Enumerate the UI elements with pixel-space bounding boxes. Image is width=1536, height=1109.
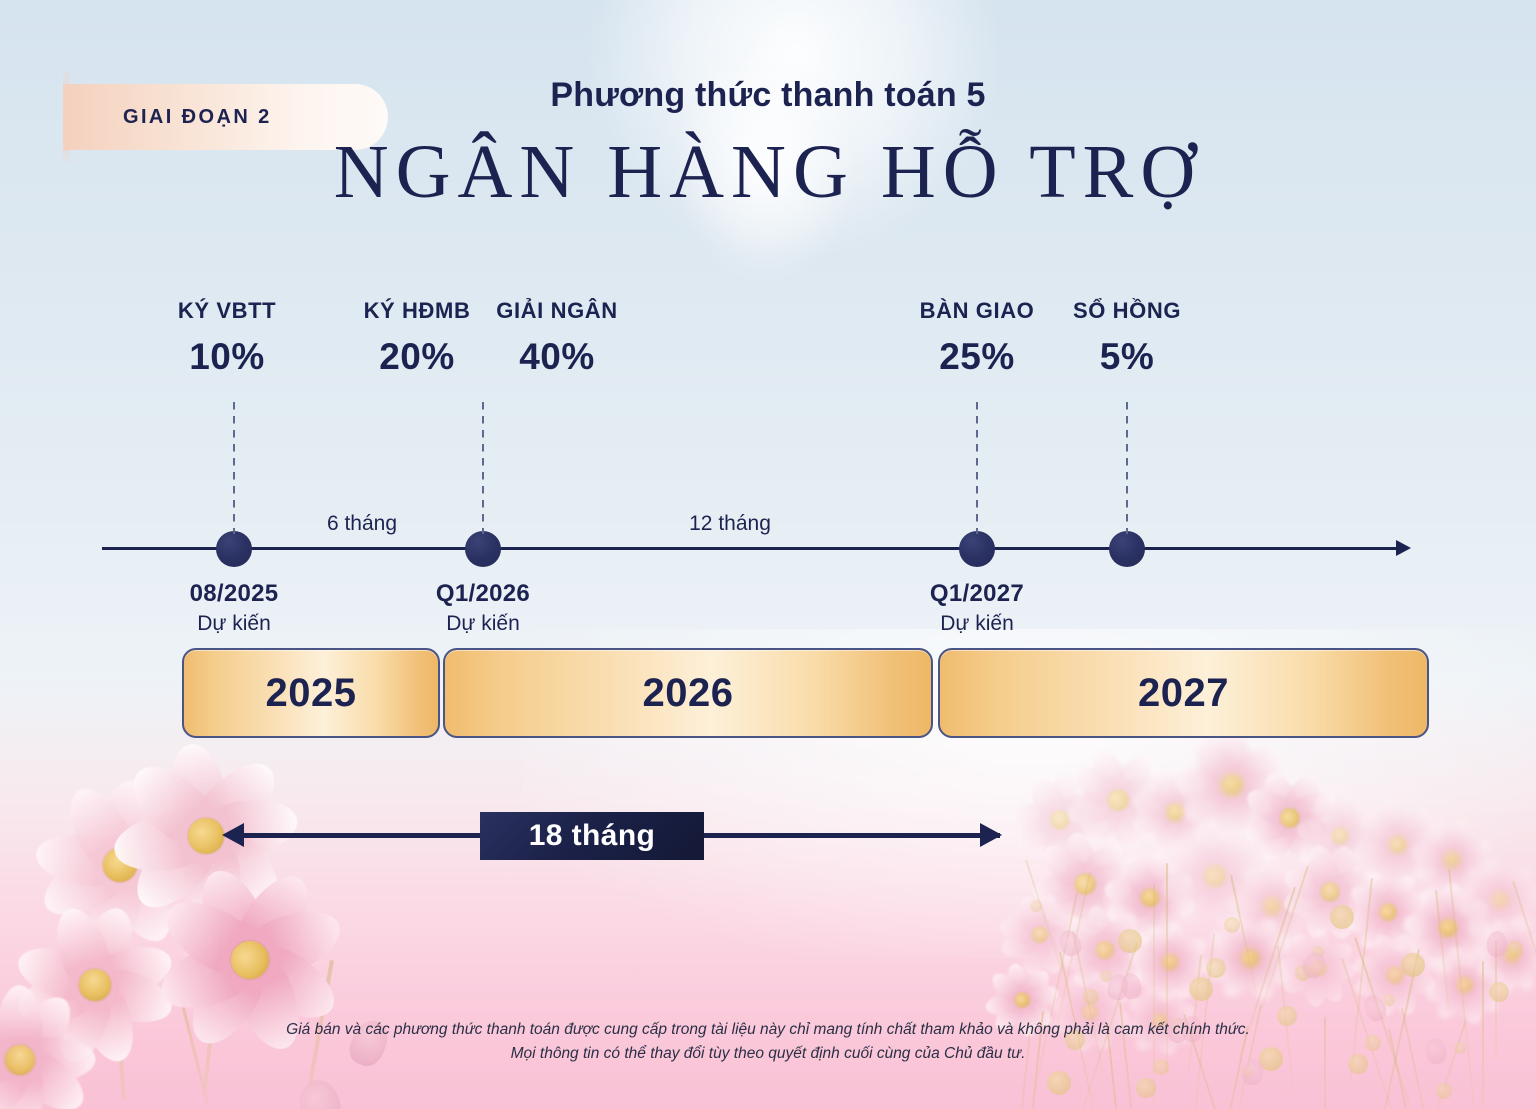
milestone-name: BÀN GIAO [919,298,1035,323]
timeline-arrow-icon [1396,540,1411,556]
milestone-percent: 25% [939,336,1015,377]
phase-badge-label: GIAI ĐOẠN 2 [123,105,272,128]
milestone-percent: 40% [519,336,595,377]
page-title: NGÂN HÀNG HỖ TRỢ [333,130,1203,214]
year-bar-label: 2025 [265,670,357,715]
gap-label-1: 6 tháng [326,512,398,535]
milestone-date-1: 08/2025 Dự kiến [190,580,279,636]
timeline-axis [102,547,1402,550]
timeline-dot-5 [1109,531,1145,567]
milestone-5: SỔ HỒNG 5% [1073,298,1181,378]
milestone-date-note: Dự kiến [197,612,271,635]
background-glow-inner [675,44,856,285]
milestone-2: KÝ HĐMB 20% [364,298,471,378]
milestone-percent: 20% [379,336,455,377]
gap-label-2: 12 tháng [689,512,771,535]
duration-badge-label: 18 tháng [528,819,656,852]
year-bar-label: 2027 [1138,670,1229,715]
milestone-percent: 5% [1099,336,1155,377]
year-bar-2025: 2025 [182,648,440,738]
milestone-3: GIẢI NGÂN 40% [496,298,618,378]
disclaimer-line-1: Giá bán và các phương thức thanh toán đư… [286,1021,1250,1038]
year-bar-2026: 2026 [443,648,933,738]
timeline-dot-4 [959,531,995,567]
duration-arrow-left-icon [222,823,244,847]
milestone-date-value: 08/2025 [189,580,279,607]
milestone-date-2: Q1/2026 Dự kiến [436,580,530,636]
milestone-percent: 10% [189,336,265,377]
milestone-1: KÝ VBTT 10% [178,298,276,378]
milestone-name: KÝ HĐMB [363,298,471,323]
timeline-dot-1 [216,531,252,567]
timeline-connector-4 [976,402,978,534]
duration-arrow-right-icon [980,823,1002,847]
timeline-connector-2 [482,402,484,534]
disclaimer: Giá bán và các phương thức thanh toán đư… [0,1018,1536,1065]
disclaimer-line-2: Mọi thông tin có thể thay đổi tùy theo q… [510,1044,1026,1062]
milestone-date-note: Dự kiến [940,612,1014,635]
milestone-4: BÀN GIAO 25% [920,298,1035,378]
year-bar-2027: 2027 [938,648,1429,738]
timeline-dot-2 [465,531,501,567]
timeline-connector-1 [233,402,235,534]
year-bar-label: 2026 [642,670,734,715]
milestone-date-value: Q1/2027 [929,580,1025,607]
phase-badge: GIAI ĐOẠN 2 [63,84,388,150]
milestone-date-4: Q1/2027 Dự kiến [930,580,1024,636]
subtitle: Phương thức thanh toán 5 [550,76,986,114]
milestone-date-note: Dự kiến [446,612,520,635]
timeline-connector-5 [1126,402,1128,534]
duration-badge: 18 tháng [480,812,704,860]
milestone-name: KÝ VBTT [177,298,277,323]
milestone-date-value: Q1/2026 [435,580,531,607]
milestone-name: GIẢI NGÂN [496,298,618,323]
milestone-name: SỔ HỒNG [1072,298,1182,323]
